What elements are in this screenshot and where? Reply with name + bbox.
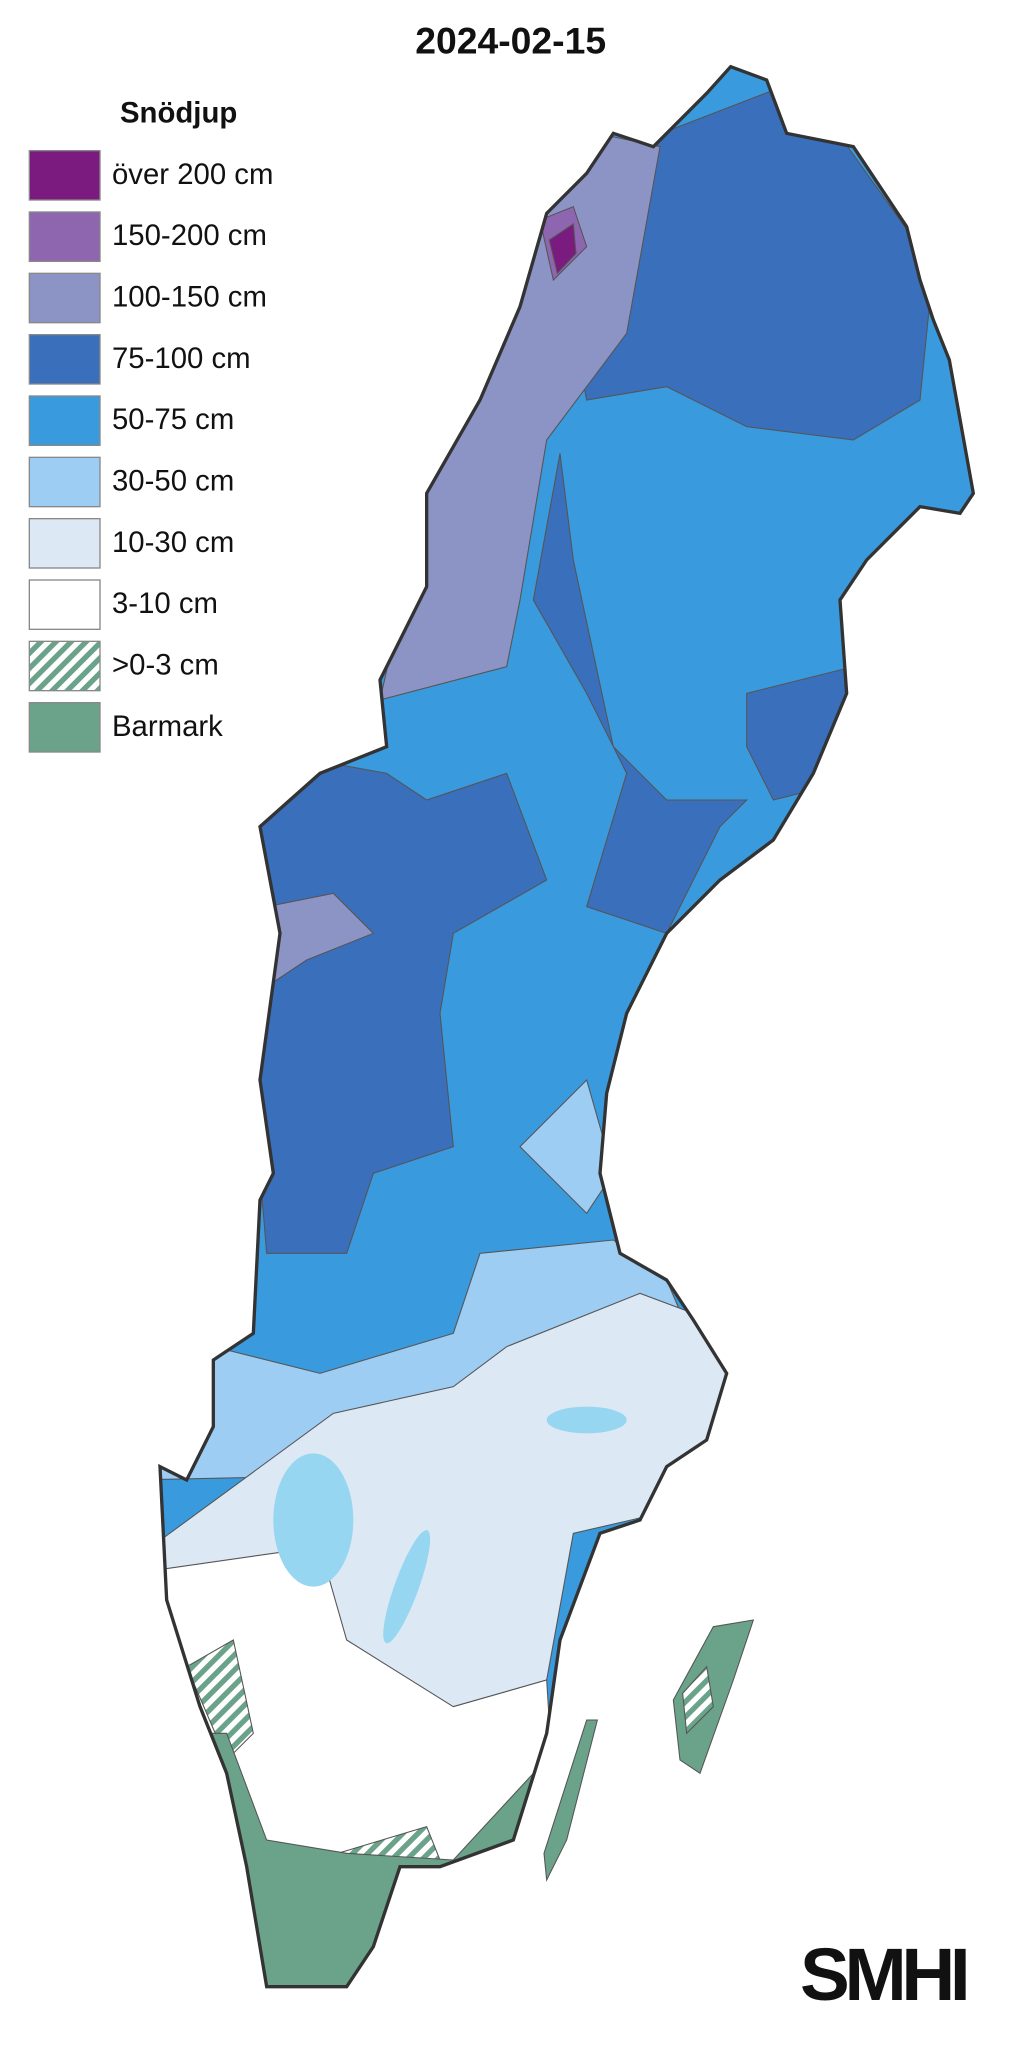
logo: SMHI — [800, 1932, 966, 2016]
zone-75-100 — [532, 453, 748, 934]
legend-label: 50-75 cm — [112, 403, 234, 436]
legend-swatch — [28, 701, 101, 753]
legend-label: 150-200 cm — [112, 219, 267, 252]
zone-75-100 — [239, 746, 548, 1254]
legend-swatch — [28, 149, 101, 201]
legend-swatch — [28, 517, 101, 569]
legend-label: 30-50 cm — [112, 464, 234, 497]
lake — [273, 1453, 354, 1587]
zone-hatched — [185, 1639, 254, 1761]
zone-over-200 — [548, 223, 577, 275]
island-gotland — [672, 1619, 755, 1775]
island-hatched — [682, 1665, 714, 1735]
legend-swatch — [28, 272, 101, 324]
legend-swatch — [28, 579, 101, 630]
map-title: 2024-02-15 — [415, 19, 606, 61]
legend-label: >0-3 cm — [112, 648, 219, 681]
legend-label: 100-150 cm — [112, 280, 267, 313]
legend-label: Barmark — [112, 710, 223, 743]
lake — [383, 1530, 431, 1644]
legend: över 200 cm 150-200 cm 100-150 cm 75-100 cm… — [28, 149, 273, 753]
legend-title: Snödjup — [120, 97, 237, 130]
legend-swatch — [28, 395, 101, 446]
legend-swatch — [28, 334, 101, 385]
legend-swatch — [28, 640, 101, 692]
legend-label: 10-30 cm — [112, 526, 234, 559]
legend-label: 3-10 cm — [112, 587, 218, 620]
legend-swatch — [28, 211, 101, 262]
island-oland — [543, 1719, 599, 1882]
legend-swatch — [28, 456, 101, 508]
legend-label: över 200 cm — [112, 158, 273, 191]
lake — [546, 1406, 627, 1434]
legend-label: 75-100 cm — [112, 342, 251, 375]
